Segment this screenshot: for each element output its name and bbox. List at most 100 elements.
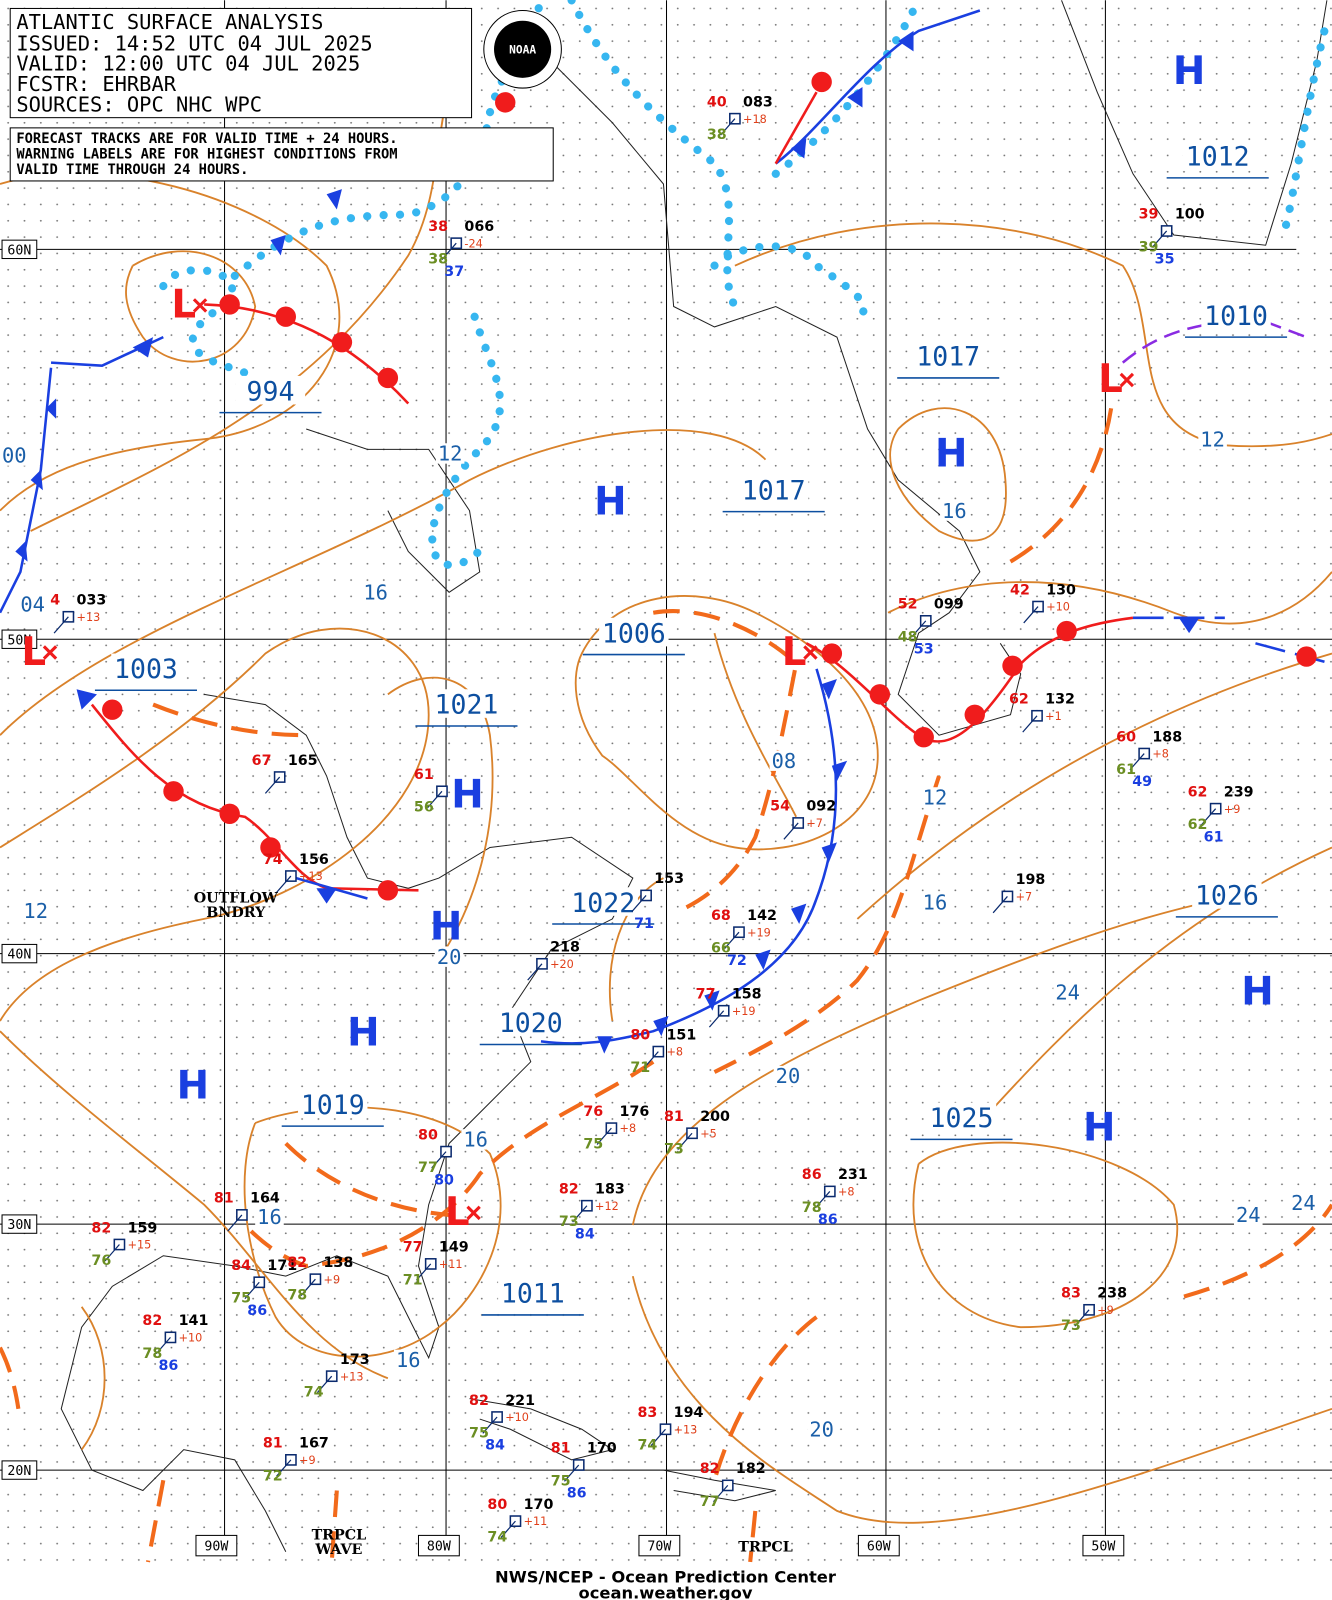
station-extra: 84 [575,1226,595,1242]
station-extra: 49 [1132,774,1152,790]
station-tendency: +8 [838,1186,855,1199]
wind-barb [316,1375,333,1393]
lon-label-box [1082,1534,1125,1557]
station-dew: 66 [711,941,731,957]
station-dew: 78 [802,1200,822,1216]
high-center: H [451,773,483,818]
station-pressure: 149 [439,1240,469,1256]
station-tendency: +8 [620,1122,637,1135]
isobar-label: 20 [437,945,462,969]
isobar-label-bg [0,445,29,466]
low-center: L [1098,357,1123,402]
station-pressure: 092 [806,799,836,815]
pressure-label-bg [913,341,983,370]
station-temp: 82 [469,1393,489,1409]
wind-barb [1023,606,1039,624]
isobar-label: 24 [1055,981,1080,1005]
station-pressure: 142 [747,908,777,924]
station-tendency: +11 [439,1258,463,1271]
pressure-label-bg [431,689,502,718]
station-dew: 38 [707,127,727,143]
station-temp: 86 [802,1167,822,1183]
station-pressure: 100 [1175,207,1205,223]
station-dew: 39 [1139,239,1159,255]
header: ATLANTIC SURFACE ANALYSIS ISSUED: 14:52 … [9,7,562,182]
wind-barb [1200,808,1217,826]
station-dew: 78 [142,1346,162,1362]
wind-barb [720,118,736,136]
isobar-label-bg [255,1206,284,1228]
station-pressure: 198 [1016,872,1046,888]
wind-barb [643,1051,659,1069]
station-temp: 82 [700,1461,720,1477]
station-tendency: +7 [1016,891,1033,904]
lat-label: 50N [7,633,31,648]
graticule [0,0,1332,1537]
station-pressure: 239 [1224,784,1254,800]
wind-barb [1074,1309,1090,1327]
station-extra: 80 [434,1172,454,1188]
station-temp: 61 [414,767,434,783]
pressure-label: 1006 [602,618,666,649]
lat-label-box [1,629,38,649]
isobar-label: 16 [463,1128,488,1152]
low-center-x [42,645,58,660]
station-tendency: +10 [1046,601,1070,614]
station-tendency: +18 [743,113,767,126]
station-tendency: +13 [674,1423,698,1436]
station-extra: 71 [634,916,654,932]
wind-barb [1129,753,1145,771]
high-center: H [1173,49,1205,94]
isobar-label-bg [1053,982,1082,1003]
lon-label-box [417,1534,460,1557]
station-dew: 73 [664,1142,684,1158]
header-line: SOURCES: OPC NHC WPC [16,93,262,117]
annotation: BNDRY [206,905,266,921]
isobar-label: 12 [1200,427,1225,451]
note-box [9,127,554,182]
note-line: VALID TIME THROUGH 24 HOURS. [16,162,248,178]
lon-label-box [195,1534,238,1557]
isobar-label-bg [1289,1192,1318,1213]
high-center: H [177,1064,209,1109]
lon-label-box [638,1534,681,1557]
lat-label: 40N [7,948,31,963]
pressure-label: 1026 [1195,881,1259,912]
station-dew: 76 [91,1253,111,1269]
wind-barb [650,1428,666,1446]
pressure-label: 1017 [742,475,806,506]
isobar-label: 12 [23,899,48,923]
wind-barb [276,1459,292,1477]
station-tendency: -24 [464,237,482,250]
annotation: TRPCL [738,1540,793,1556]
station-dew: 75 [551,1473,571,1489]
station-marker [509,1515,522,1527]
wind-barb [631,895,647,913]
station-temp: 76 [583,1104,603,1120]
station-tendency: +13 [340,1370,364,1383]
station-temp: 80 [487,1497,507,1513]
station-pressure: 165 [288,753,318,769]
header-line: ISSUED: 14:52 UTC 04 JUL 2025 [16,31,372,55]
station-extra: 53 [914,642,934,658]
pressure-label-bg [235,375,306,405]
station-temp: 81 [263,1436,283,1452]
station-temp: 82 [91,1220,111,1236]
station-extra: 61 [1204,829,1224,845]
station-pressure: 182 [736,1461,766,1477]
station-dew: 38 [428,252,448,268]
station-extra: 86 [818,1212,838,1228]
station-pressure: 171 [267,1258,297,1274]
wind-barb [783,822,799,840]
isobar-label: 16 [257,1205,282,1229]
station-dew: 73 [1061,1318,1081,1334]
station-pressure: 170 [587,1441,617,1457]
isobar-label-bg [920,787,950,808]
pressure-label-bg [111,653,181,683]
lon-label: 60W [867,1540,891,1555]
isobar-label-bg [1198,428,1227,450]
low-center: L [445,1190,470,1235]
station-tendency: +9 [299,1454,316,1467]
header-box [9,7,473,119]
